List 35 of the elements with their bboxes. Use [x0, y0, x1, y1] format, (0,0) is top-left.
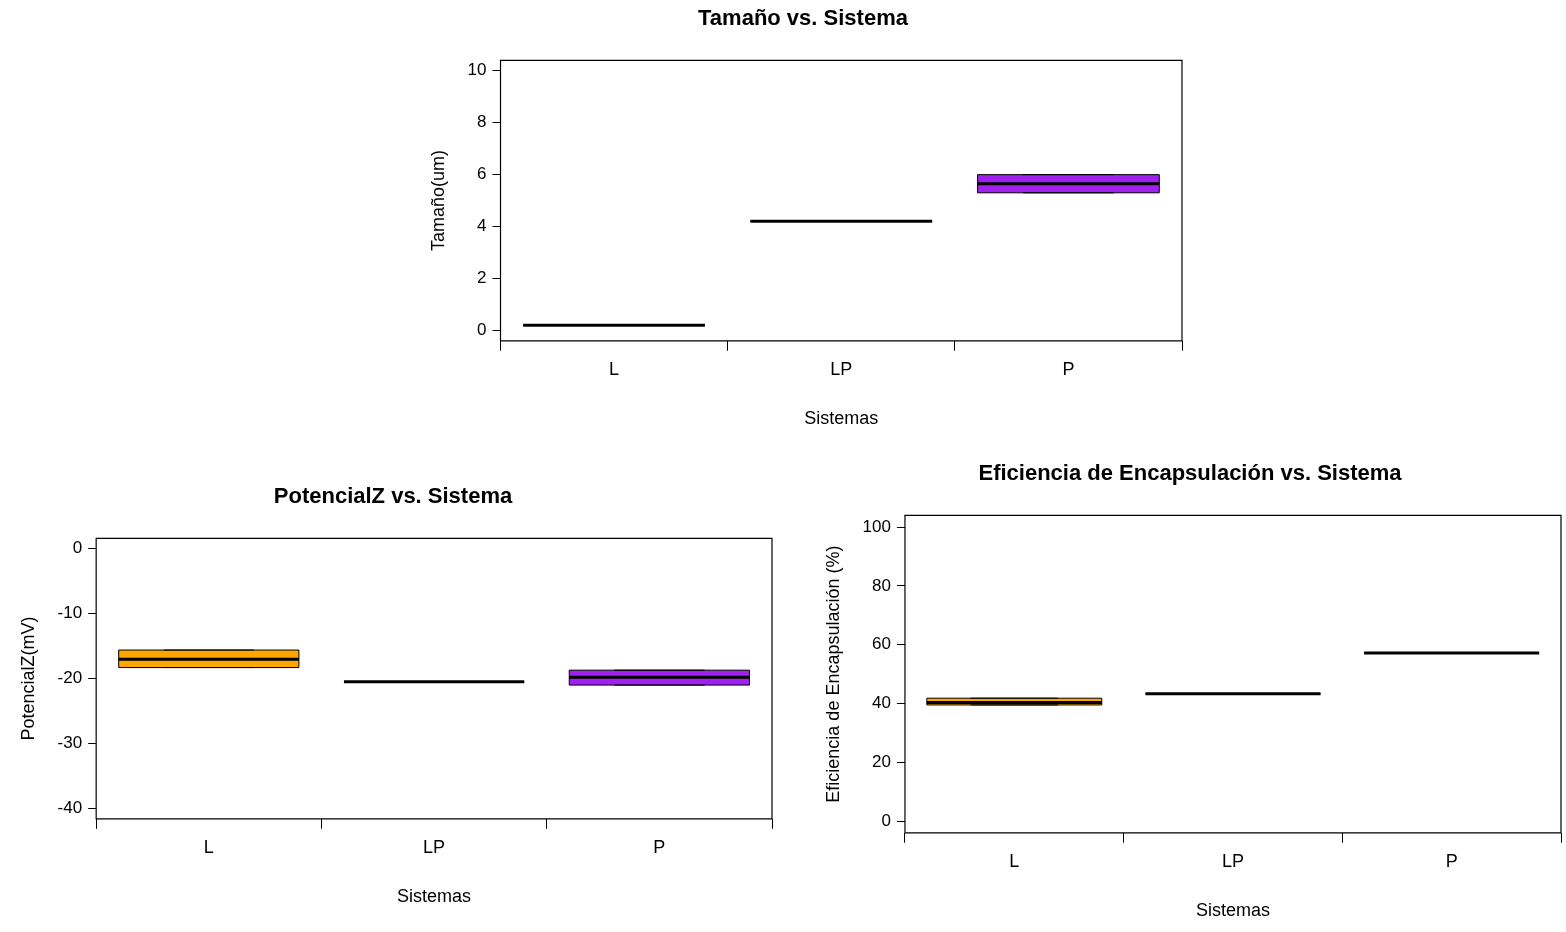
x-tick-label: L — [203, 836, 214, 857]
y-tick-label: -10 — [57, 603, 83, 623]
y-tick-label: 0 — [72, 538, 83, 558]
chart-title: Eficiencia de Encapsulación vs. Sistema — [978, 460, 1403, 486]
y-axis-title: PotencialZ(mV) — [17, 616, 38, 741]
x-tick-label: L — [609, 358, 620, 379]
y-tick-label: -20 — [57, 668, 83, 688]
x-tick-label: P — [1062, 358, 1075, 379]
y-axis-title: Tamaño(um) — [427, 150, 448, 252]
x-axis-title: Sistemas — [397, 886, 472, 907]
y-tick-label: -30 — [57, 733, 83, 753]
y-tick-label: -40 — [57, 798, 83, 818]
y-tick-label: 2 — [477, 268, 487, 288]
y-tick-label: 4 — [477, 216, 487, 236]
y-axis-title: Eficiencia de Encapsulación (%) — [822, 545, 843, 803]
y-tick-label: 100 — [862, 516, 891, 536]
x-tick-label: LP — [830, 358, 853, 379]
y-tick-label: 8 — [477, 112, 487, 132]
y-tick-label: 6 — [477, 164, 487, 184]
x-tick-label: LP — [423, 836, 446, 857]
x-axis-title: Sistemas — [804, 408, 879, 429]
y-tick-label: 0 — [477, 320, 487, 340]
x-tick-label: L — [1009, 850, 1020, 871]
x-tick-label: P — [1445, 850, 1458, 871]
x-tick-label: P — [653, 836, 666, 857]
y-tick-label: 20 — [872, 751, 891, 771]
y-tick-label: 60 — [872, 634, 891, 654]
y-tick-label: 80 — [872, 575, 891, 595]
y-tick-label: 10 — [467, 60, 487, 80]
chart-title: PotencialZ vs. Sistema — [273, 483, 513, 509]
y-tick-label: 0 — [881, 810, 891, 830]
x-axis-title: Sistemas — [1195, 900, 1270, 921]
y-tick-label: 40 — [872, 693, 891, 713]
chart-title: Tamaño vs. Sistema — [698, 5, 909, 31]
x-tick-label: LP — [1221, 850, 1244, 871]
